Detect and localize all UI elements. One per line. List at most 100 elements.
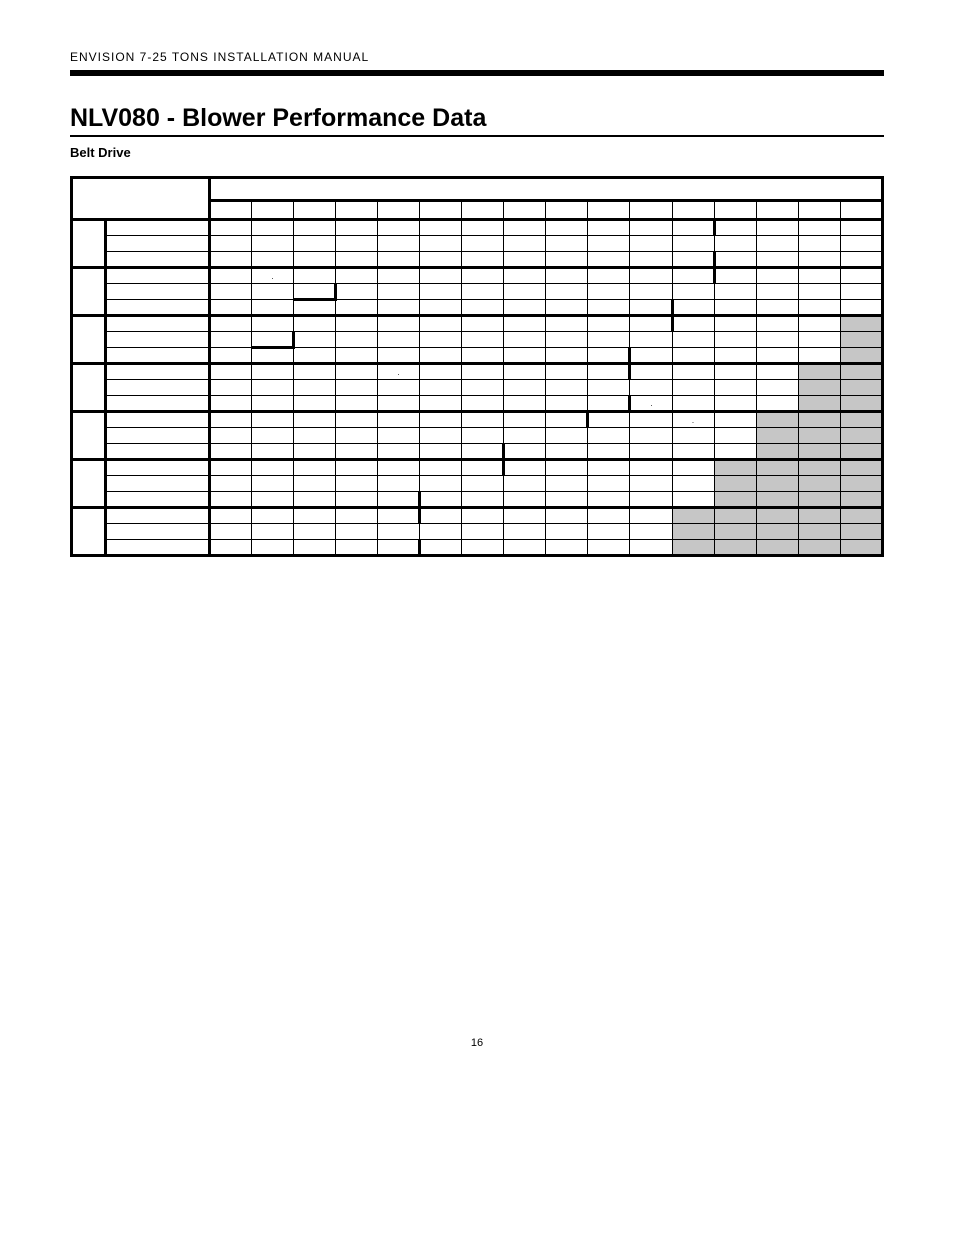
- table-cell: [546, 524, 588, 540]
- block-label: [72, 316, 106, 364]
- table-cell: [378, 348, 420, 364]
- header-col: [420, 201, 462, 220]
- table-cell: [672, 396, 714, 412]
- table-cell: [336, 300, 378, 316]
- table-cell: [251, 540, 293, 556]
- table-cell: [672, 428, 714, 444]
- table-cell: [798, 236, 840, 252]
- table-cell: [209, 396, 251, 412]
- table-cell: [798, 364, 840, 380]
- table-cell: [336, 348, 378, 364]
- table-cell: [504, 364, 546, 380]
- table-cell: [630, 428, 672, 444]
- table-cell: [251, 492, 293, 508]
- table-cell: [293, 284, 335, 300]
- table-cell: [630, 284, 672, 300]
- table-cell: [251, 316, 293, 332]
- table-cell: [293, 364, 335, 380]
- table-cell: [251, 524, 293, 540]
- table-cell: [714, 428, 756, 444]
- table-cell: [630, 332, 672, 348]
- table-cell: [293, 300, 335, 316]
- table-cell: [336, 412, 378, 428]
- table-cell: [630, 236, 672, 252]
- table-cell: [251, 300, 293, 316]
- table-cell: [420, 284, 462, 300]
- table-cell: [714, 412, 756, 428]
- header-rule: [70, 70, 884, 76]
- table-cell: [798, 460, 840, 476]
- row-label: [106, 300, 210, 316]
- table-cell: [336, 236, 378, 252]
- table-cell: [714, 380, 756, 396]
- header-left-label: [72, 178, 210, 220]
- table-cell: [293, 428, 335, 444]
- table-cell: [714, 316, 756, 332]
- block-label: [72, 460, 106, 508]
- table-cell: [420, 332, 462, 348]
- row-label: [106, 316, 210, 332]
- table-cell: [546, 444, 588, 460]
- table-cell: [756, 268, 798, 284]
- table-cell: [209, 460, 251, 476]
- row-label: [106, 284, 210, 300]
- table-cell: [251, 444, 293, 460]
- table-cell: [251, 476, 293, 492]
- table-cell: [798, 284, 840, 300]
- header-col: [840, 201, 882, 220]
- table-cell: [378, 300, 420, 316]
- table-cell: [840, 300, 882, 316]
- table-cell: [840, 236, 882, 252]
- table-cell: [378, 380, 420, 396]
- table-cell: [546, 412, 588, 428]
- table-cell: [336, 364, 378, 380]
- table-cell: [378, 540, 420, 556]
- table-cell: [672, 236, 714, 252]
- table-cell: [504, 476, 546, 492]
- table-cell: [798, 252, 840, 268]
- table-cell: .: [251, 268, 293, 284]
- table-cell: [714, 332, 756, 348]
- table-cell: [756, 508, 798, 524]
- table-cell: [420, 348, 462, 364]
- table-cell: [209, 316, 251, 332]
- table-cell: [504, 348, 546, 364]
- table-cell: [420, 524, 462, 540]
- table-cell: [714, 540, 756, 556]
- table-cell: [251, 332, 293, 348]
- table-cell: [251, 252, 293, 268]
- table-cell: [420, 236, 462, 252]
- table-cell: .: [378, 364, 420, 380]
- table-cell: [209, 428, 251, 444]
- table-cell: [462, 284, 504, 300]
- performance-table: ....: [70, 176, 884, 557]
- table-cell: [462, 220, 504, 236]
- table-cell: [462, 492, 504, 508]
- table-cell: [630, 380, 672, 396]
- table-cell: [378, 252, 420, 268]
- header-col: [714, 201, 756, 220]
- table-cell: [588, 460, 630, 476]
- table-cell: [588, 252, 630, 268]
- table-cell: [756, 428, 798, 444]
- table-cell: [251, 364, 293, 380]
- table-cell: [420, 460, 462, 476]
- row-label: [106, 236, 210, 252]
- table-cell: [504, 268, 546, 284]
- section-subtitle: Belt Drive: [70, 145, 884, 160]
- table-cell: [504, 396, 546, 412]
- table-cell: [546, 428, 588, 444]
- page-number: 16: [70, 1037, 884, 1049]
- row-label: [106, 412, 210, 428]
- table-cell: [378, 396, 420, 412]
- table-cell: [504, 508, 546, 524]
- table-cell: [293, 268, 335, 284]
- table-cell: [798, 332, 840, 348]
- table-cell: [462, 348, 504, 364]
- table-cell: [630, 220, 672, 236]
- table-cell: [209, 268, 251, 284]
- table-cell: [840, 380, 882, 396]
- table-cell: [630, 252, 672, 268]
- table-cell: [588, 332, 630, 348]
- table-cell: [714, 524, 756, 540]
